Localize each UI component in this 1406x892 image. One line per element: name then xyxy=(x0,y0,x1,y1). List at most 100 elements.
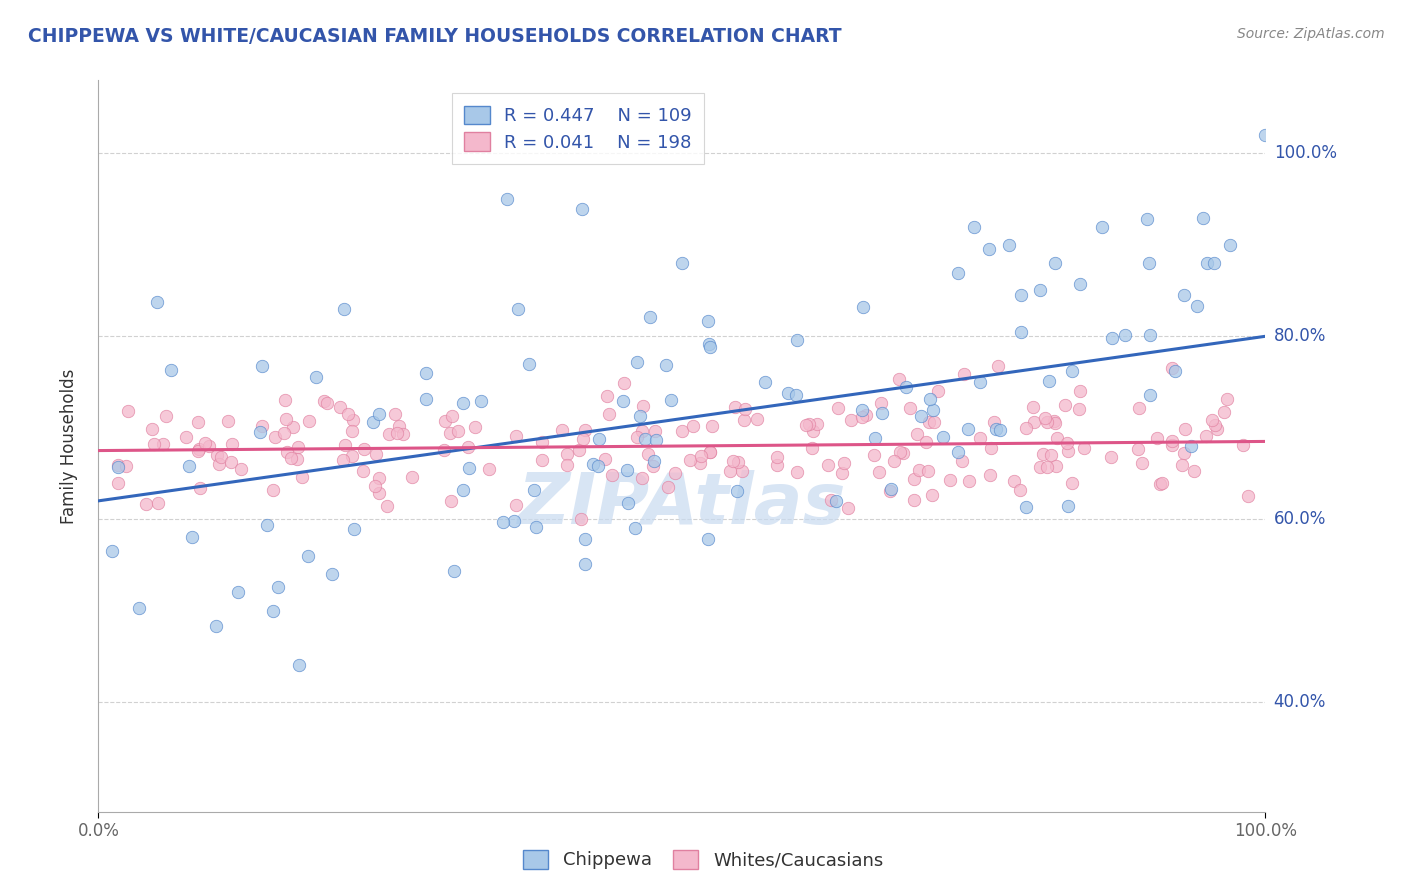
Point xyxy=(190,481,212,495)
Point xyxy=(979,468,1001,483)
Point xyxy=(1201,413,1223,427)
Point xyxy=(363,415,385,429)
Point xyxy=(551,423,574,437)
Point xyxy=(689,449,711,463)
Point xyxy=(440,409,463,424)
Point xyxy=(574,423,596,437)
Point xyxy=(439,426,461,441)
Point xyxy=(228,585,250,599)
Point xyxy=(1091,219,1114,234)
Point xyxy=(219,455,242,469)
Point xyxy=(107,458,129,472)
Point xyxy=(1206,422,1229,436)
Point xyxy=(671,256,693,270)
Point xyxy=(276,445,298,459)
Text: ZIPAtlas: ZIPAtlas xyxy=(517,470,846,539)
Point xyxy=(699,445,721,459)
Point xyxy=(1057,500,1080,514)
Point xyxy=(918,415,941,429)
Point xyxy=(766,450,789,464)
Point xyxy=(574,557,596,571)
Text: 80.0%: 80.0% xyxy=(1274,327,1326,345)
Point xyxy=(962,219,984,234)
Point xyxy=(725,484,748,499)
Point xyxy=(946,444,969,458)
Point xyxy=(280,450,302,465)
Point xyxy=(1024,416,1046,430)
Point xyxy=(831,466,853,480)
Point xyxy=(880,482,903,496)
Point xyxy=(631,424,654,438)
Point xyxy=(342,412,364,426)
Point xyxy=(624,521,647,535)
Point xyxy=(263,430,285,444)
Point xyxy=(889,445,911,459)
Point xyxy=(948,267,970,281)
Point xyxy=(117,403,139,417)
Point xyxy=(321,567,343,582)
Point xyxy=(415,392,437,407)
Point xyxy=(797,417,820,431)
Point xyxy=(1180,439,1202,453)
Point xyxy=(1101,331,1123,345)
Point xyxy=(1022,401,1045,415)
Point xyxy=(1069,277,1091,292)
Point xyxy=(699,340,721,354)
Y-axis label: Family Households: Family Households xyxy=(59,368,77,524)
Point xyxy=(852,300,875,314)
Point xyxy=(187,415,209,429)
Point xyxy=(654,359,676,373)
Point xyxy=(443,564,465,578)
Point xyxy=(806,417,828,431)
Point xyxy=(285,452,308,467)
Point xyxy=(896,379,918,393)
Point xyxy=(208,457,231,471)
Point xyxy=(920,392,942,406)
Point xyxy=(613,376,636,390)
Point xyxy=(343,522,366,536)
Point xyxy=(1114,327,1136,342)
Point xyxy=(453,396,475,410)
Point xyxy=(366,447,388,461)
Point xyxy=(1073,442,1095,456)
Point xyxy=(305,369,328,384)
Point xyxy=(863,448,886,462)
Point xyxy=(492,515,515,529)
Point xyxy=(851,410,873,425)
Point xyxy=(905,426,928,441)
Point xyxy=(917,464,939,478)
Point xyxy=(160,362,183,376)
Point xyxy=(388,419,411,434)
Point xyxy=(470,394,492,409)
Point xyxy=(353,442,375,456)
Point xyxy=(180,530,202,544)
Point xyxy=(868,465,890,479)
Point xyxy=(1195,429,1218,443)
Point xyxy=(1161,434,1184,448)
Text: Source: ZipAtlas.com: Source: ZipAtlas.com xyxy=(1237,27,1385,41)
Point xyxy=(641,458,664,473)
Point xyxy=(914,435,936,450)
Point xyxy=(696,314,718,328)
Point xyxy=(568,443,591,458)
Point xyxy=(1028,283,1050,297)
Point xyxy=(721,454,744,468)
Point xyxy=(458,460,481,475)
Point xyxy=(135,497,157,511)
Point xyxy=(1146,431,1168,445)
Point xyxy=(115,458,138,473)
Point xyxy=(882,454,904,468)
Point xyxy=(633,400,655,414)
Point xyxy=(392,427,415,442)
Point xyxy=(152,437,174,451)
Point xyxy=(697,532,720,546)
Point xyxy=(1045,416,1067,430)
Point xyxy=(1032,447,1054,461)
Point xyxy=(1213,405,1236,419)
Point xyxy=(595,388,617,402)
Point xyxy=(887,372,910,386)
Point xyxy=(957,422,980,436)
Point xyxy=(572,432,595,446)
Point xyxy=(1185,300,1208,314)
Point xyxy=(229,461,252,475)
